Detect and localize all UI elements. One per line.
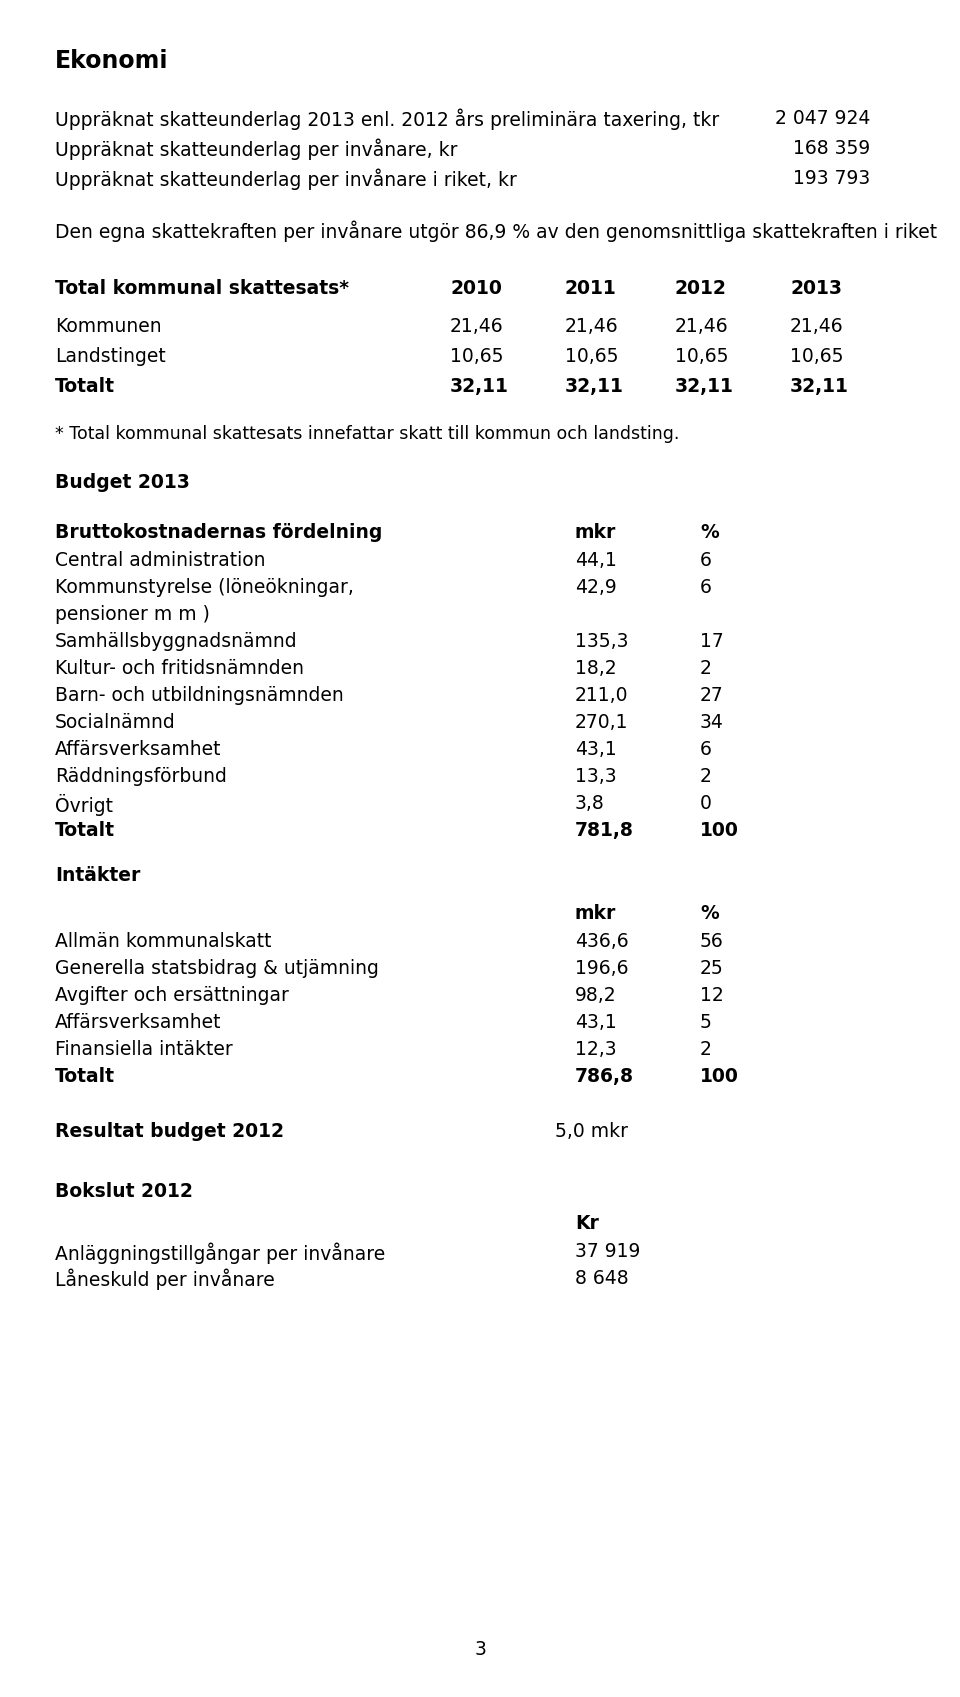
Text: %: % bbox=[700, 905, 719, 923]
Text: Totalt: Totalt bbox=[55, 377, 115, 395]
Text: 32,11: 32,11 bbox=[675, 377, 733, 395]
Text: 10,65: 10,65 bbox=[565, 346, 618, 367]
Text: Allmän kommunalskatt: Allmän kommunalskatt bbox=[55, 932, 272, 950]
Text: Uppräknat skatteunderlag per invånare, kr: Uppräknat skatteunderlag per invånare, k… bbox=[55, 139, 458, 161]
Text: Uppräknat skatteunderlag 2013 enl. 2012 års preliminära taxering, tkr: Uppräknat skatteunderlag 2013 enl. 2012 … bbox=[55, 109, 719, 131]
Text: Affärsverksamhet: Affärsverksamhet bbox=[55, 740, 222, 759]
Text: 18,2: 18,2 bbox=[575, 658, 616, 679]
Text: %: % bbox=[700, 523, 719, 541]
Text: 196,6: 196,6 bbox=[575, 959, 629, 977]
Text: 17: 17 bbox=[700, 631, 724, 652]
Text: 12,3: 12,3 bbox=[575, 1040, 616, 1059]
Text: Affärsverksamhet: Affärsverksamhet bbox=[55, 1013, 222, 1032]
Text: 2012: 2012 bbox=[675, 278, 727, 299]
Text: 43,1: 43,1 bbox=[575, 740, 616, 759]
Text: 34: 34 bbox=[700, 713, 724, 731]
Text: 21,46: 21,46 bbox=[450, 317, 504, 336]
Text: Kultur- och fritidsnämnden: Kultur- och fritidsnämnden bbox=[55, 658, 304, 679]
Text: 2: 2 bbox=[700, 767, 712, 786]
Text: 193 793: 193 793 bbox=[793, 170, 870, 188]
Text: Finansiella intäkter: Finansiella intäkter bbox=[55, 1040, 232, 1059]
Text: 2: 2 bbox=[700, 658, 712, 679]
Text: 0: 0 bbox=[700, 794, 712, 813]
Text: Total kommunal skattesats*: Total kommunal skattesats* bbox=[55, 278, 349, 299]
Text: Avgifter och ersättningar: Avgifter och ersättningar bbox=[55, 986, 289, 1005]
Text: 32,11: 32,11 bbox=[450, 377, 509, 395]
Text: Bokslut 2012: Bokslut 2012 bbox=[55, 1183, 193, 1201]
Text: 12: 12 bbox=[700, 986, 724, 1005]
Text: Totalt: Totalt bbox=[55, 821, 115, 840]
Text: Generella statsbidrag & utjämning: Generella statsbidrag & utjämning bbox=[55, 959, 379, 977]
Text: Kr: Kr bbox=[575, 1213, 599, 1234]
Text: 27: 27 bbox=[700, 686, 724, 704]
Text: 6: 6 bbox=[700, 552, 712, 570]
Text: Den egna skattekraften per invånare utgör 86,9 % av den genomsnittliga skattekra: Den egna skattekraften per invånare utgö… bbox=[55, 221, 937, 243]
Text: Intäkter: Intäkter bbox=[55, 865, 140, 886]
Text: 32,11: 32,11 bbox=[790, 377, 849, 395]
Text: 98,2: 98,2 bbox=[575, 986, 616, 1005]
Text: 781,8: 781,8 bbox=[575, 821, 634, 840]
Text: Resultat budget 2012: Resultat budget 2012 bbox=[55, 1122, 284, 1140]
Text: 2011: 2011 bbox=[565, 278, 616, 299]
Text: Landstinget: Landstinget bbox=[55, 346, 166, 367]
Text: Central administration: Central administration bbox=[55, 552, 266, 570]
Text: 43,1: 43,1 bbox=[575, 1013, 616, 1032]
Text: Ekonomi: Ekonomi bbox=[55, 49, 169, 73]
Text: 56: 56 bbox=[700, 932, 724, 950]
Text: 2010: 2010 bbox=[450, 278, 502, 299]
Text: Bruttokostnadernas fördelning: Bruttokostnadernas fördelning bbox=[55, 523, 382, 541]
Text: 135,3: 135,3 bbox=[575, 631, 629, 652]
Text: 5: 5 bbox=[700, 1013, 712, 1032]
Text: Anläggningstillgångar per invånare: Anläggningstillgångar per invånare bbox=[55, 1242, 385, 1264]
Text: 786,8: 786,8 bbox=[575, 1067, 634, 1086]
Text: Övrigt: Övrigt bbox=[55, 794, 113, 816]
Text: 37 919: 37 919 bbox=[575, 1242, 640, 1261]
Text: 8 648: 8 648 bbox=[575, 1269, 629, 1288]
Text: 2: 2 bbox=[700, 1040, 712, 1059]
Text: 44,1: 44,1 bbox=[575, 552, 617, 570]
Text: 10,65: 10,65 bbox=[450, 346, 503, 367]
Text: 2013: 2013 bbox=[790, 278, 842, 299]
Text: 10,65: 10,65 bbox=[675, 346, 729, 367]
Text: Budget 2013: Budget 2013 bbox=[55, 473, 190, 492]
Text: Kommunen: Kommunen bbox=[55, 317, 161, 336]
Text: 3: 3 bbox=[474, 1639, 486, 1660]
Text: 6: 6 bbox=[700, 740, 712, 759]
Text: 10,65: 10,65 bbox=[790, 346, 844, 367]
Text: Låneskuld per invånare: Låneskuld per invånare bbox=[55, 1269, 275, 1290]
Text: pensioner m m ): pensioner m m ) bbox=[55, 606, 210, 624]
Text: 6: 6 bbox=[700, 579, 712, 597]
Text: Totalt: Totalt bbox=[55, 1067, 115, 1086]
Text: 211,0: 211,0 bbox=[575, 686, 629, 704]
Text: Uppräknat skatteunderlag per invånare i riket, kr: Uppräknat skatteunderlag per invånare i … bbox=[55, 170, 516, 190]
Text: 21,46: 21,46 bbox=[565, 317, 618, 336]
Text: mkr: mkr bbox=[575, 523, 616, 541]
Text: 270,1: 270,1 bbox=[575, 713, 629, 731]
Text: Socialnämnd: Socialnämnd bbox=[55, 713, 176, 731]
Text: 168 359: 168 359 bbox=[793, 139, 870, 158]
Text: * Total kommunal skattesats innefattar skatt till kommun och landsting.: * Total kommunal skattesats innefattar s… bbox=[55, 424, 680, 443]
Text: 5,0 mkr: 5,0 mkr bbox=[555, 1122, 628, 1140]
Text: 21,46: 21,46 bbox=[790, 317, 844, 336]
Text: 42,9: 42,9 bbox=[575, 579, 616, 597]
Text: mkr: mkr bbox=[575, 905, 616, 923]
Text: 2 047 924: 2 047 924 bbox=[775, 109, 870, 127]
Text: 436,6: 436,6 bbox=[575, 932, 629, 950]
Text: 32,11: 32,11 bbox=[565, 377, 624, 395]
Text: 3,8: 3,8 bbox=[575, 794, 605, 813]
Text: 25: 25 bbox=[700, 959, 724, 977]
Text: Samhällsbyggnadsnämnd: Samhällsbyggnadsnämnd bbox=[55, 631, 298, 652]
Text: 21,46: 21,46 bbox=[675, 317, 729, 336]
Text: 13,3: 13,3 bbox=[575, 767, 616, 786]
Text: Barn- och utbildningsnämnden: Barn- och utbildningsnämnden bbox=[55, 686, 344, 704]
Text: Kommunstyrelse (löneökningar,: Kommunstyrelse (löneökningar, bbox=[55, 579, 354, 597]
Text: 100: 100 bbox=[700, 821, 739, 840]
Text: 100: 100 bbox=[700, 1067, 739, 1086]
Text: Räddningsförbund: Räddningsförbund bbox=[55, 767, 227, 786]
